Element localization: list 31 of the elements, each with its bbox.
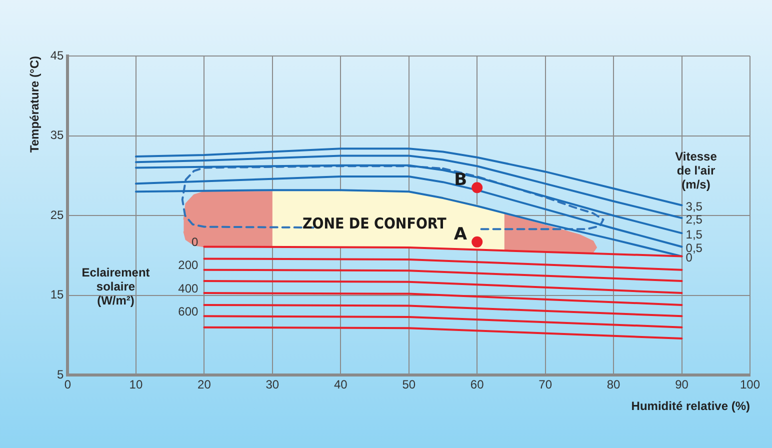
series-label: 1,5 [686,227,703,242]
series-label: 0 [192,235,199,250]
x-tick-label: 90 [675,378,689,392]
x-axis-title: Humidité relative (%) [631,399,750,414]
x-tick-label: 50 [402,378,416,392]
x-tick-label: 60 [470,378,484,392]
series-label: 200 [178,258,199,272]
annotation: Vitesse de l'air (m/s) [675,150,718,192]
x-tick-label: 40 [334,378,348,392]
x-tick-label: 10 [129,378,143,392]
x-tick-label: 80 [606,378,621,392]
x-tick-label: 20 [198,378,212,392]
annotation: ZONE DE CONFORT [302,214,448,233]
annotation: B [454,170,468,190]
series-label: 3,5 [686,200,703,214]
series-label: 2,5 [686,212,703,226]
y-tick-label: 45 [50,48,64,62]
x-tick-label: 30 [266,378,280,392]
y-tick-label: 25 [50,208,64,222]
series-label: 0 [686,250,693,265]
x-tick-label: 0 [64,378,72,392]
y-tick-label: 35 [50,128,64,142]
x-tick-label: 100 [740,378,760,392]
x-tick-label: 70 [538,378,552,392]
y-tick-label: 5 [57,368,64,382]
series-label: 600 [178,304,199,318]
series-label: 400 [178,281,199,296]
annotation: A [454,224,468,244]
annotation: Eclairement solaire (W/m²) [82,266,150,308]
y-tick-label: 15 [50,288,64,302]
y-axis-title: Température (°C) [28,56,42,153]
